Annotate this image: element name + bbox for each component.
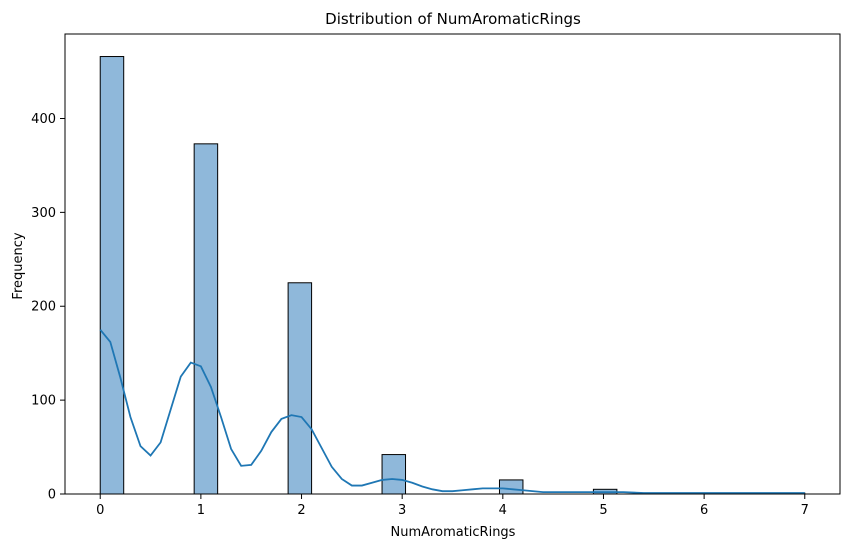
x-tick-label: 6 [700,503,708,518]
y-axis-label: Frequency [11,232,26,299]
x-tick-label: 3 [398,503,406,518]
y-tick-label: 300 [31,206,56,221]
y-tick-label: 0 [48,488,56,503]
histogram-bar [193,143,219,495]
y-axis-ticks: 0 100 200 300 400 [31,112,65,503]
x-axis-ticks: 0 1 2 3 4 5 6 7 [96,494,809,518]
histogram-bar [498,479,524,495]
y-tick-label: 400 [31,112,56,127]
histogram-bar [99,56,125,495]
y-tick-label: 200 [31,300,56,315]
x-tick-label: 4 [499,503,507,518]
kde-line [99,329,805,494]
x-axis-label: NumAromaticRings [391,525,516,540]
x-tick-label: 2 [297,503,305,518]
histogram-bar [381,454,407,495]
x-tick-label: 5 [599,503,607,518]
x-tick-label: 7 [801,503,809,518]
plot-frame [64,33,841,495]
chart-title: Distribution of NumAromaticRings [325,10,581,28]
histogram-bar [287,282,313,495]
x-tick-label: 0 [96,503,104,518]
y-tick-label: 100 [31,394,56,409]
x-tick-label: 1 [197,503,205,518]
bars-group [99,56,806,495]
